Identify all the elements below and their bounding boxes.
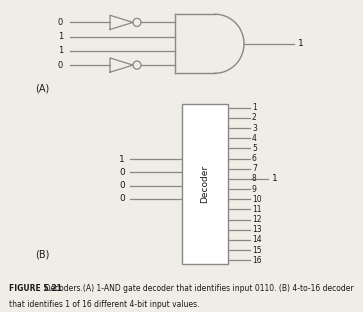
Text: 16: 16 (252, 256, 262, 265)
Text: 1: 1 (58, 32, 63, 41)
Text: 0: 0 (58, 61, 63, 70)
Text: 14: 14 (252, 236, 262, 245)
Text: 13: 13 (252, 225, 262, 234)
Text: 1: 1 (119, 155, 125, 163)
Text: 5: 5 (252, 144, 257, 153)
Text: 0: 0 (119, 168, 125, 177)
Text: Decoders.(A) 1-AND gate decoder that identifies input 0110. (B) 4-to-16 decoder: Decoders.(A) 1-AND gate decoder that ide… (35, 284, 354, 293)
Text: 7: 7 (252, 164, 257, 173)
Text: 0: 0 (119, 181, 125, 190)
FancyBboxPatch shape (182, 104, 228, 264)
Text: 15: 15 (252, 246, 262, 255)
Text: 2: 2 (252, 114, 257, 122)
Text: 4: 4 (252, 134, 257, 143)
Text: 9: 9 (252, 185, 257, 194)
Text: 10: 10 (252, 195, 262, 204)
Text: 1: 1 (252, 103, 257, 112)
Text: that identifies 1 of 16 different 4-bit input values.: that identifies 1 of 16 different 4-bit … (9, 300, 200, 309)
Text: Decoder: Decoder (200, 165, 209, 203)
Text: 1: 1 (272, 174, 278, 183)
Text: 1: 1 (298, 39, 304, 48)
Text: 1: 1 (58, 46, 63, 55)
Text: 3: 3 (252, 124, 257, 133)
Text: (B): (B) (35, 249, 49, 259)
Text: 0: 0 (119, 194, 125, 203)
Text: 11: 11 (252, 205, 261, 214)
Text: 12: 12 (252, 215, 261, 224)
Text: 0: 0 (58, 18, 63, 27)
Text: (A): (A) (35, 83, 49, 93)
Text: 8: 8 (252, 174, 257, 183)
Text: 6: 6 (252, 154, 257, 163)
Text: FIGURE 5.21: FIGURE 5.21 (9, 284, 62, 293)
